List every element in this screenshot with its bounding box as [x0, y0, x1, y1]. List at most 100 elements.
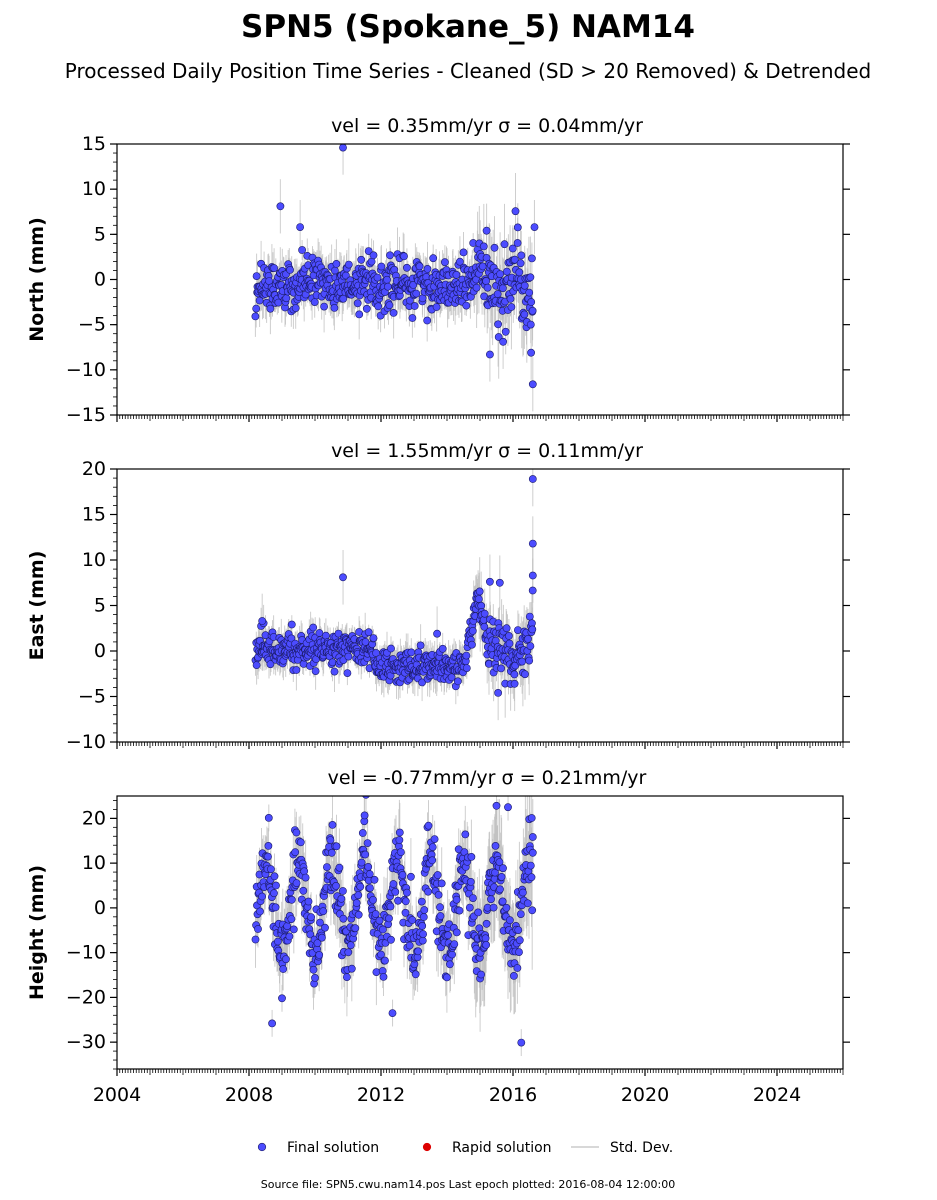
y-tick-label: 0: [94, 269, 106, 291]
final-point: [270, 264, 278, 272]
legend-label: Rapid solution: [452, 1140, 552, 1156]
final-point: [406, 872, 415, 881]
final-point: [346, 941, 355, 950]
final-point: [363, 839, 372, 847]
final-point: [285, 932, 294, 941]
final-point: [494, 320, 502, 329]
final-point: [320, 302, 328, 311]
final-point: [513, 964, 522, 972]
final-point: [432, 303, 441, 311]
final-point: [292, 828, 301, 837]
final-point: [477, 970, 485, 979]
final-point: [437, 879, 446, 888]
final-point: [510, 972, 518, 980]
final-point: [332, 259, 341, 268]
final-point: [462, 301, 471, 310]
final-point: [419, 930, 427, 938]
final-point: [461, 830, 470, 839]
east-final-points: [251, 475, 537, 697]
final-point: [495, 578, 504, 587]
final-point: [500, 240, 509, 249]
final-point: [276, 202, 285, 211]
final-point: [405, 941, 414, 950]
y-tick-label: 20: [82, 458, 106, 480]
final-point: [528, 625, 537, 634]
final-point: [492, 801, 501, 810]
final-point: [289, 925, 298, 934]
final-point: [357, 858, 366, 867]
final-point: [378, 925, 387, 934]
final-point: [481, 934, 490, 943]
final-point: [479, 242, 488, 251]
final-point: [498, 897, 507, 906]
final-point: [402, 888, 411, 897]
final-point: [497, 873, 506, 881]
final-point: [455, 906, 464, 915]
final-point: [335, 863, 344, 872]
final-point: [307, 913, 315, 922]
final-point: [519, 888, 527, 897]
y-tick-label: 5: [94, 595, 106, 617]
east-x-axis: [116, 742, 844, 749]
final-point: [448, 950, 456, 959]
final-point: [304, 897, 313, 906]
y-tick-label: −15: [66, 404, 106, 426]
final-point: [438, 644, 447, 653]
final-point: [252, 272, 261, 280]
final-point: [498, 284, 507, 293]
final-point: [364, 863, 373, 871]
final-point: [400, 252, 408, 261]
final-point: [291, 848, 300, 857]
final-point: [377, 950, 385, 959]
final-point: [415, 262, 424, 271]
final-point: [316, 918, 324, 927]
final-point: [354, 891, 363, 900]
final-point: [414, 947, 422, 956]
final-point: [251, 935, 260, 944]
final-point: [520, 281, 529, 290]
final-point: [417, 897, 426, 906]
final-point: [515, 268, 524, 277]
final-point: [334, 629, 343, 638]
y-tick-label: −10: [66, 731, 106, 753]
final-point: [395, 828, 404, 837]
final-point: [374, 302, 383, 311]
final-point: [480, 622, 489, 631]
final-point: [514, 926, 523, 934]
final-point: [489, 903, 498, 912]
source-file-note: Source file: SPN5.cwu.nam14.pos Last epo…: [261, 1178, 676, 1191]
height-final-points: [251, 796, 537, 1047]
final-point: [526, 861, 535, 870]
final-point: [502, 624, 511, 633]
final-point: [389, 880, 398, 888]
final-point: [502, 267, 511, 276]
final-point: [469, 894, 477, 902]
final-point: [442, 973, 451, 982]
final-point: [270, 872, 279, 881]
final-point: [328, 821, 337, 829]
y-tick-label: −5: [78, 314, 106, 336]
final-point: [497, 664, 505, 673]
final-point: [504, 632, 513, 640]
final-point: [453, 677, 462, 686]
final-point: [455, 257, 464, 266]
final-point: [266, 865, 275, 874]
final-point: [482, 941, 490, 949]
final-point: [379, 973, 388, 981]
final-point: [258, 617, 267, 625]
final-point: [347, 964, 356, 973]
final-point: [510, 679, 519, 688]
final-point: [430, 835, 439, 843]
final-point: [282, 294, 291, 303]
final-point: [521, 670, 529, 679]
final-point: [412, 289, 421, 298]
final-point: [490, 243, 499, 252]
final-point: [517, 1038, 526, 1047]
final-point: [517, 251, 526, 260]
y-tick-label: 5: [94, 223, 106, 245]
final-point: [332, 882, 340, 890]
final-point: [310, 298, 319, 306]
final-point: [420, 906, 429, 914]
